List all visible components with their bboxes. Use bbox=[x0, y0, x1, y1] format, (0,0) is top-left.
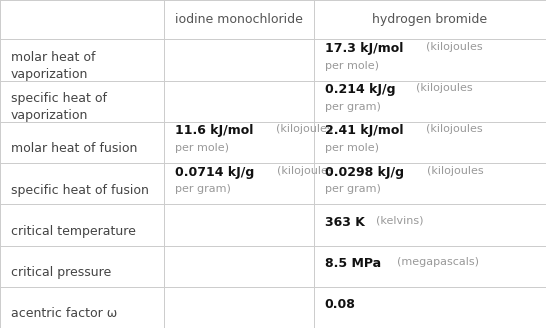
Text: specific heat of
vaporization: specific heat of vaporization bbox=[11, 92, 107, 122]
Text: 363 K: 363 K bbox=[325, 216, 365, 229]
Text: (kelvins): (kelvins) bbox=[376, 216, 424, 226]
Text: per mole): per mole) bbox=[175, 143, 229, 153]
Text: 2.41 kJ/mol: 2.41 kJ/mol bbox=[325, 124, 403, 137]
Text: critical temperature: critical temperature bbox=[11, 225, 136, 238]
Text: iodine monochloride: iodine monochloride bbox=[175, 13, 303, 26]
Text: 0.214 kJ/g: 0.214 kJ/g bbox=[325, 83, 395, 96]
Text: 8.5 MPa: 8.5 MPa bbox=[325, 257, 381, 270]
Text: per mole): per mole) bbox=[325, 143, 379, 153]
Text: 0.0298 kJ/g: 0.0298 kJ/g bbox=[325, 166, 404, 178]
Text: (kilojoules: (kilojoules bbox=[427, 166, 483, 175]
Text: 0.08: 0.08 bbox=[325, 298, 356, 311]
Text: molar heat of
vaporization: molar heat of vaporization bbox=[11, 51, 96, 81]
Text: per gram): per gram) bbox=[325, 102, 381, 112]
Text: specific heat of fusion: specific heat of fusion bbox=[11, 184, 149, 197]
Text: (kilojoules: (kilojoules bbox=[416, 83, 472, 93]
Text: (kilojoules: (kilojoules bbox=[276, 124, 333, 134]
Text: per gram): per gram) bbox=[175, 184, 230, 194]
Text: (kilojoules: (kilojoules bbox=[426, 42, 483, 52]
Text: per mole): per mole) bbox=[325, 61, 379, 71]
Text: 11.6 kJ/mol: 11.6 kJ/mol bbox=[175, 124, 253, 137]
Text: molar heat of fusion: molar heat of fusion bbox=[11, 142, 137, 155]
Text: critical pressure: critical pressure bbox=[11, 266, 111, 279]
Text: acentric factor ω: acentric factor ω bbox=[11, 307, 117, 320]
Text: (kilojoules: (kilojoules bbox=[277, 166, 334, 175]
Text: per gram): per gram) bbox=[325, 184, 381, 194]
Text: (kilojoules: (kilojoules bbox=[426, 124, 483, 134]
Text: (megapascals): (megapascals) bbox=[397, 257, 479, 267]
Text: 0.0714 kJ/g: 0.0714 kJ/g bbox=[175, 166, 254, 178]
Text: 17.3 kJ/mol: 17.3 kJ/mol bbox=[325, 42, 403, 55]
Text: hydrogen bromide: hydrogen bromide bbox=[372, 13, 488, 26]
